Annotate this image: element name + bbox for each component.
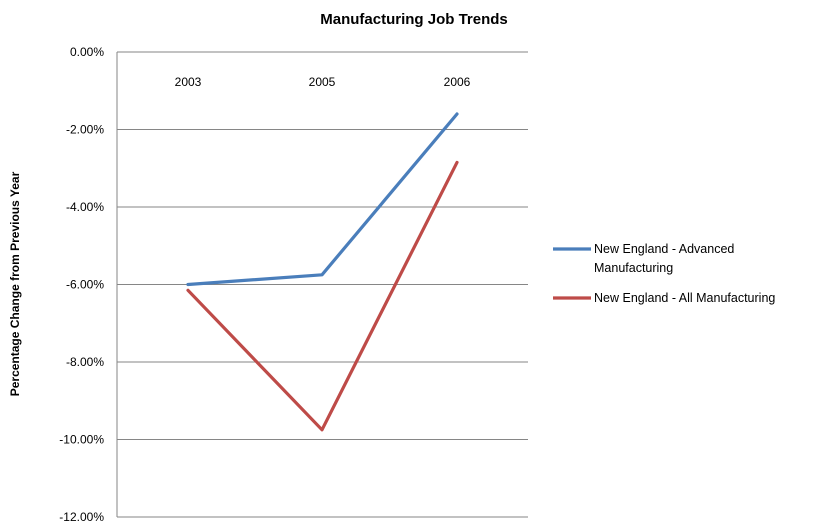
y-tick-label: 0.00%	[70, 45, 104, 59]
x-tick-label: 2005	[309, 75, 336, 89]
x-tick-label: 2006	[444, 75, 471, 89]
y-tick-label: -4.00%	[66, 200, 104, 214]
legend-label: New England - All Manufacturing	[594, 291, 775, 305]
y-axis-label: Percentage Change from Previous Year	[8, 171, 22, 396]
series-line-1	[186, 112, 459, 287]
series-line-2	[186, 160, 459, 432]
x-tick-labels: 2003 2005 2006	[175, 75, 471, 89]
y-tick-label: -8.00%	[66, 355, 104, 369]
y-tick-labels: 0.00% -2.00% -4.00% -6.00% -8.00% -10.00% -12.…	[59, 45, 104, 524]
y-tick-label: -6.00%	[66, 278, 104, 292]
series-lines	[186, 112, 459, 432]
y-tick-label: -12.00%	[59, 510, 104, 524]
x-tick-label: 2003	[175, 75, 202, 89]
legend-label: Manufacturing	[594, 261, 673, 275]
y-tick-label: -2.00%	[66, 123, 104, 137]
legend: New England - Advanced Manufacturing New E…	[553, 242, 775, 305]
chart-title: Manufacturing Job Trends	[320, 11, 508, 28]
gridlines	[117, 51, 528, 518]
legend-label: New England - Advanced	[594, 242, 734, 256]
y-tick-label: -10.00%	[59, 433, 104, 447]
